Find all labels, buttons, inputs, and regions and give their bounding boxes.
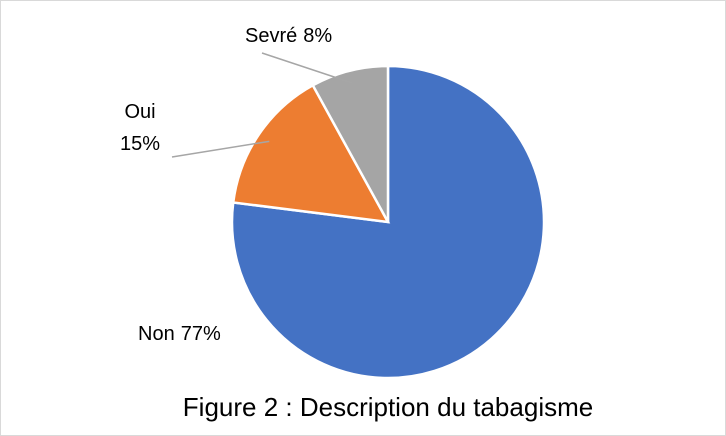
value-label: 77% <box>181 323 221 345</box>
pie-slice <box>311 64 390 223</box>
value-label: 8% <box>303 25 332 47</box>
data-label: Sevré 8% <box>245 25 332 47</box>
data-label: Non 77% <box>138 323 221 345</box>
category-label: Sevré <box>245 25 297 47</box>
category-label: Non <box>138 323 175 345</box>
value-label: 15% <box>120 133 160 155</box>
data-label: Oui 15% <box>120 101 160 155</box>
pie-slice <box>230 64 546 380</box>
leader-line <box>171 140 270 158</box>
category-label: Oui <box>124 101 155 123</box>
chart-title: Figure 2 : Description du tabagisme <box>183 392 593 422</box>
pie-slice <box>231 83 391 224</box>
leader-line <box>261 52 353 84</box>
